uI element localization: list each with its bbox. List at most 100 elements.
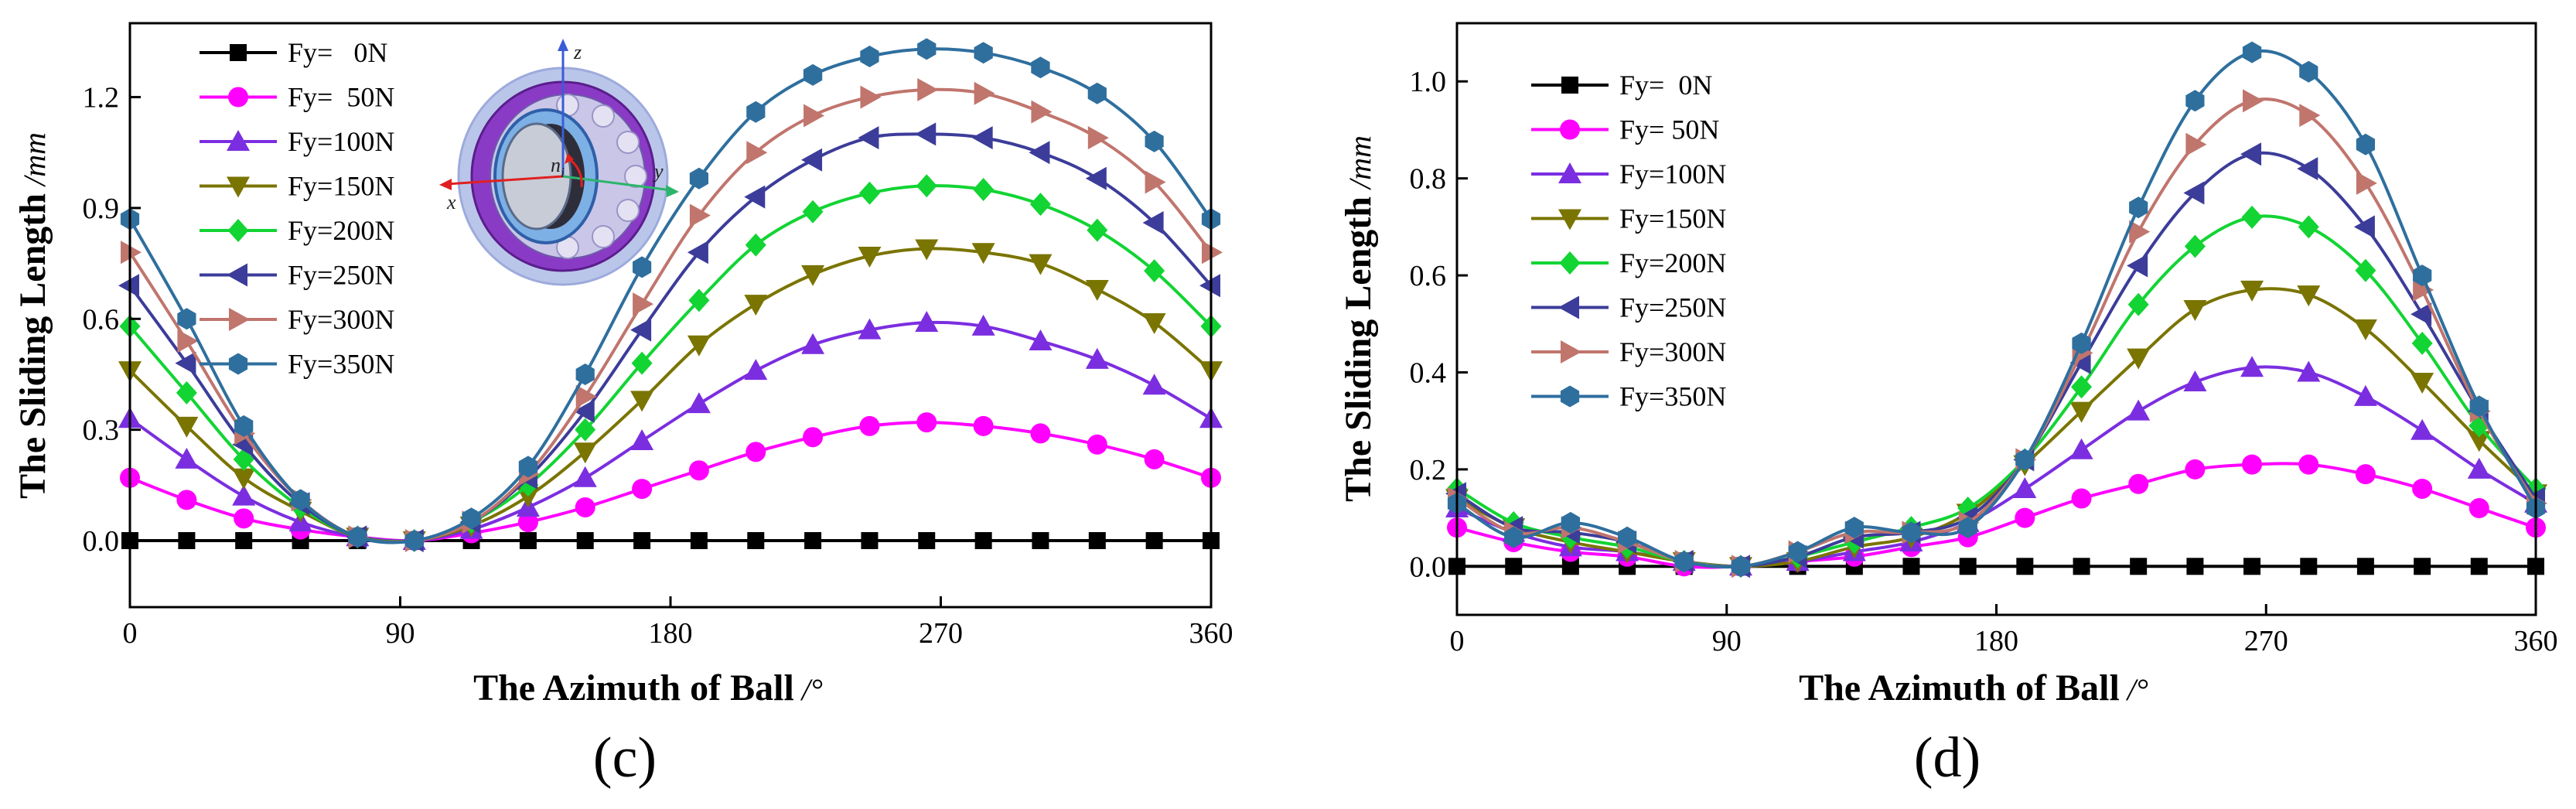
x-tick-label-c-1: 90 [386, 617, 415, 650]
bearing-balls [556, 94, 647, 259]
y-tick-label-c-0: 0.0 [83, 525, 120, 558]
legend-c: Fy= 0N Fy= 50N Fy=100N Fy=150N Fy=200N Fy=250… [200, 37, 394, 380]
point-d-2-11 [2069, 438, 2093, 459]
point-c-5-9 [630, 318, 652, 342]
point-d-4-16 [2355, 258, 2376, 282]
point-c-6-17 [1087, 126, 1109, 150]
point-c-1-11 [746, 442, 766, 463]
y-tick-label-c-3: 0.9 [83, 193, 120, 225]
y-tick-label-d-5: 1.0 [1410, 66, 1447, 98]
legend-item-d-1: Fy= 50N [1531, 114, 1719, 145]
point-d-7-14 [2242, 41, 2262, 63]
legend-label-d-1: Fy= 50N [1619, 114, 1719, 145]
point-d-0-15 [2300, 558, 2318, 575]
point-c-2-8 [573, 466, 597, 487]
series-c-3 [118, 239, 1223, 552]
point-c-2-18 [1142, 374, 1166, 395]
point-c-3-2 [232, 468, 256, 490]
legend-marker-c-7 [228, 353, 248, 375]
point-d-6-15 [2299, 104, 2321, 128]
point-d-5-16 [2353, 215, 2375, 239]
x-tick-label-d-0: 0 [1450, 625, 1465, 657]
legend-item-d-0: Fy= 0N [1531, 70, 1712, 101]
point-c-4-8 [575, 418, 596, 442]
legend-marker-d-4 [1559, 251, 1581, 275]
legend-marker-d-7 [1560, 385, 1580, 408]
series-c-2 [118, 311, 1223, 550]
point-c-6-1 [177, 329, 199, 353]
point-d-7-12 [2129, 196, 2148, 219]
point-c-1-12 [803, 427, 824, 448]
point-c-0-8 [576, 531, 594, 549]
legend-marker-d-3 [1558, 209, 1581, 230]
point-d-1-15 [2298, 454, 2319, 475]
point-c-0-13 [861, 531, 879, 549]
point-c-7-2 [234, 415, 254, 437]
point-c-4-16 [1029, 193, 1051, 217]
point-c-0-2 [235, 531, 253, 549]
legend-label-c-4: Fy=200N [288, 215, 394, 246]
legend-item-d-7: Fy=350N [1531, 381, 1726, 412]
point-c-4-18 [1144, 259, 1165, 283]
legend-item-d-4: Fy=200N [1531, 247, 1726, 278]
series-c-6 [121, 78, 1223, 552]
point-d-5-15 [2297, 157, 2318, 181]
point-c-1-10 [688, 460, 709, 481]
point-c-7-11 [746, 101, 766, 123]
point-d-1-10 [2015, 507, 2035, 528]
point-c-0-18 [1145, 531, 1163, 549]
point-c-1-9 [632, 479, 653, 500]
point-d-0-16 [2356, 558, 2374, 575]
point-d-7-8 [1902, 521, 1921, 544]
panel-label-c: (c) [593, 726, 657, 790]
point-c-1-14 [916, 412, 937, 433]
legend-item-d-6: Fy=300N [1531, 336, 1726, 367]
point-c-7-7 [518, 456, 538, 478]
series-d-0 [1448, 558, 2544, 575]
point-c-1-2 [234, 508, 254, 529]
point-d-0-17 [2414, 558, 2431, 575]
point-d-0-12 [2130, 558, 2148, 575]
y-tick-label-d-0: 0.0 [1410, 551, 1447, 583]
legend-item-c-5: Fy=250N [200, 260, 394, 291]
point-d-4-11 [2071, 375, 2093, 399]
point-c-2-12 [801, 333, 825, 354]
legend-label-d-5: Fy=250N [1619, 292, 1726, 323]
x-tick-label-d-1: 90 [1712, 625, 1742, 657]
point-c-1-1 [176, 490, 197, 510]
x-tick-label-c-2: 180 [649, 617, 693, 650]
point-c-7-8 [575, 364, 595, 385]
y-tick-label-d-1: 0.2 [1410, 454, 1447, 486]
point-c-5-8 [573, 399, 595, 423]
point-d-3-15 [2297, 285, 2321, 307]
point-d-7-9 [1958, 517, 1977, 539]
point-c-4-17 [1087, 218, 1108, 242]
series-line-c-7 [128, 47, 1213, 544]
point-c-1-16 [1030, 423, 1051, 444]
point-c-5-12 [801, 148, 823, 172]
legend-label-d-3: Fy=150N [1619, 203, 1726, 234]
point-c-4-9 [631, 351, 653, 375]
point-c-2-11 [744, 359, 768, 381]
point-d-0-1 [1505, 558, 1523, 575]
point-c-0-12 [804, 531, 822, 549]
point-d-7-10 [2015, 449, 2035, 471]
series-d-3 [1445, 280, 2547, 579]
legend-label-c-2: Fy=100N [288, 126, 394, 157]
point-c-6-12 [804, 104, 825, 128]
inset-y-label: y [652, 160, 664, 183]
point-c-3-16 [1029, 254, 1053, 275]
x-tick-label-c-3: 270 [919, 617, 963, 650]
legend-d: Fy= 0N Fy= 50N Fy=100N Fy=150N Fy=200N Fy=250… [1531, 70, 1726, 412]
point-c-3-8 [573, 442, 597, 464]
point-d-0-8 [1902, 558, 1920, 575]
legend-item-c-1: Fy= 50N [200, 82, 394, 113]
point-c-7-6 [462, 507, 481, 530]
legend-marker-d-0 [1561, 77, 1578, 94]
point-c-0-1 [178, 531, 196, 549]
point-d-2-16 [2353, 384, 2377, 406]
x-axis-title-d: The Azimuth of Ball/° [1799, 667, 2148, 708]
point-d-1-11 [2071, 488, 2092, 509]
inset-z-label: z [573, 41, 582, 63]
point-d-6-13 [2185, 132, 2207, 156]
